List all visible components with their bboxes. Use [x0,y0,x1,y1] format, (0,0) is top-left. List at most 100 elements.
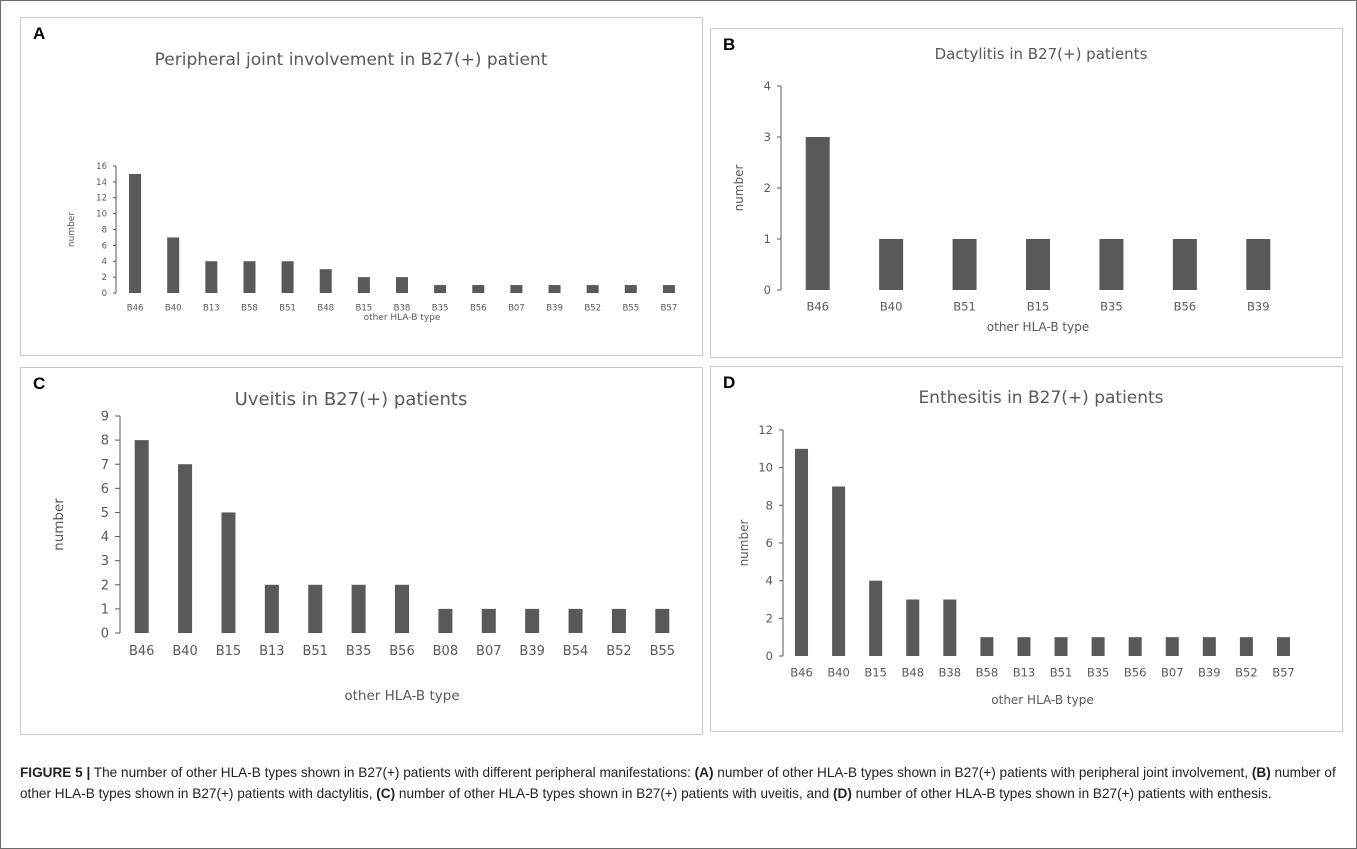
x-tick-label: B08 [433,644,458,659]
y-axis-label: number [67,212,77,247]
y-tick-label: 1 [101,602,109,617]
bar-b58 [980,637,994,656]
y-tick-label: 4 [764,79,771,93]
y-tick-label: 0 [102,289,107,299]
x-tick-label: B52 [584,304,601,314]
x-tick-label: B58 [241,304,258,314]
y-tick-label: 14 [96,178,107,188]
bar-b35 [434,285,447,293]
caption-figure-label: FIGURE 5 | [20,765,91,780]
bar-b39 [1202,637,1216,656]
y-tick-label: 2 [101,578,109,593]
x-tick-label: B54 [563,644,588,659]
x-tick-label: B40 [172,644,197,659]
bar-b13 [264,584,279,633]
panel-letter: C [33,374,46,393]
y-tick-label: 8 [101,434,109,449]
x-tick-label: B15 [1027,300,1050,314]
bar-b39 [548,285,561,293]
panel-a: A Peripheral joint involvement in B27(+)… [20,17,703,356]
x-tick-label: B13 [1013,666,1036,680]
caption-c-text: number of other HLA-B types shown in B27… [395,786,833,801]
y-tick-label: 16 [96,162,107,172]
y-axis-label: number [737,520,751,567]
bar-b15 [221,512,236,633]
bar-b40 [178,464,193,633]
bar-b52 [1239,637,1253,656]
y-tick-label: 8 [102,225,107,235]
panel-letter: A [33,24,46,43]
x-tick-label: B38 [939,666,962,680]
x-tick-label: B51 [279,304,296,314]
y-tick-label: 2 [766,611,773,625]
bar-b56 [1128,637,1142,656]
bar-b35 [1091,637,1105,656]
x-tick-label: B39 [1198,666,1221,680]
bar-b35 [351,584,366,633]
x-tick-label: B39 [519,644,544,659]
y-tick-label: 3 [101,554,109,569]
bar-b08 [438,608,453,633]
bar-b51 [281,261,294,293]
x-tick-label: B07 [476,644,501,659]
bar-b13 [1017,637,1031,656]
bar-b55 [624,285,637,293]
x-tick-label: B55 [650,644,675,659]
x-tick-label: B07 [508,304,525,314]
bar-b52 [586,285,599,293]
bar-b46 [795,448,809,656]
y-tick-label: 8 [766,498,773,512]
bar-b46 [805,137,830,290]
bar-b15 [1026,239,1050,290]
bar-b07 [1165,637,1179,656]
bar-b40 [832,486,846,656]
bar-b07 [481,608,496,633]
y-tick-label: 12 [758,423,773,437]
y-tick-label: 0 [764,283,771,297]
figure-caption: FIGURE 5 | The number of other HLA-B typ… [20,762,1340,804]
chart-b: Dactylitis in B27(+) patients 0 1 2 3 4 B46 B40… [732,45,1271,334]
bar-b51 [1054,637,1068,656]
panel-letter: B [723,35,736,54]
x-axis-label: other HLA-B type [344,688,459,704]
bar-b51 [952,239,977,290]
x-tick-label: B46 [806,300,829,314]
bar-b13 [205,261,218,293]
y-tick-label: 2 [764,181,771,195]
x-tick-label: B46 [127,304,144,314]
bar-b38 [396,277,408,293]
x-tick-label: B56 [1174,300,1197,314]
bar-b52 [611,608,626,633]
y-axis-label: number [732,165,746,212]
caption-a-label: (A) [694,765,714,780]
x-tick-label: B35 [1087,666,1110,680]
x-tick-label: B46 [129,644,154,659]
x-tick-label: B40 [165,304,182,314]
bar-b58 [243,261,256,293]
y-tick-label: 10 [96,210,107,220]
x-tick-label: B39 [546,304,563,314]
y-tick-label: 0 [766,649,773,663]
x-tick-label: B56 [389,644,414,659]
caption-intro: The number of other HLA-B types shown in… [90,765,695,780]
x-tick-label: B48 [317,304,334,314]
bar-b48 [906,599,920,656]
y-axis-label: number [51,498,67,551]
caption-d-text: number of other HLA-B types shown in B27… [851,786,1272,801]
y-tick-label: 7 [101,458,109,473]
y-tick-label: 0 [101,627,109,642]
x-tick-label: B13 [259,644,284,659]
y-tick-label: 6 [101,482,109,497]
chart-title: Uveitis in B27(+) patients [235,389,468,410]
y-tick-label: 10 [758,461,773,475]
x-tick-label: B55 [622,304,639,314]
bar-b54 [568,608,583,633]
x-axis-label: other HLA-B type [991,693,1093,707]
bar-b46 [129,173,142,293]
bar-b48 [319,269,332,293]
y-tick-label: 6 [102,241,107,251]
x-tick-label: B15 [864,666,887,680]
x-tick-label: B58 [976,666,999,680]
x-tick-label: B52 [1235,666,1258,680]
y-tick-label: 1 [764,232,771,246]
